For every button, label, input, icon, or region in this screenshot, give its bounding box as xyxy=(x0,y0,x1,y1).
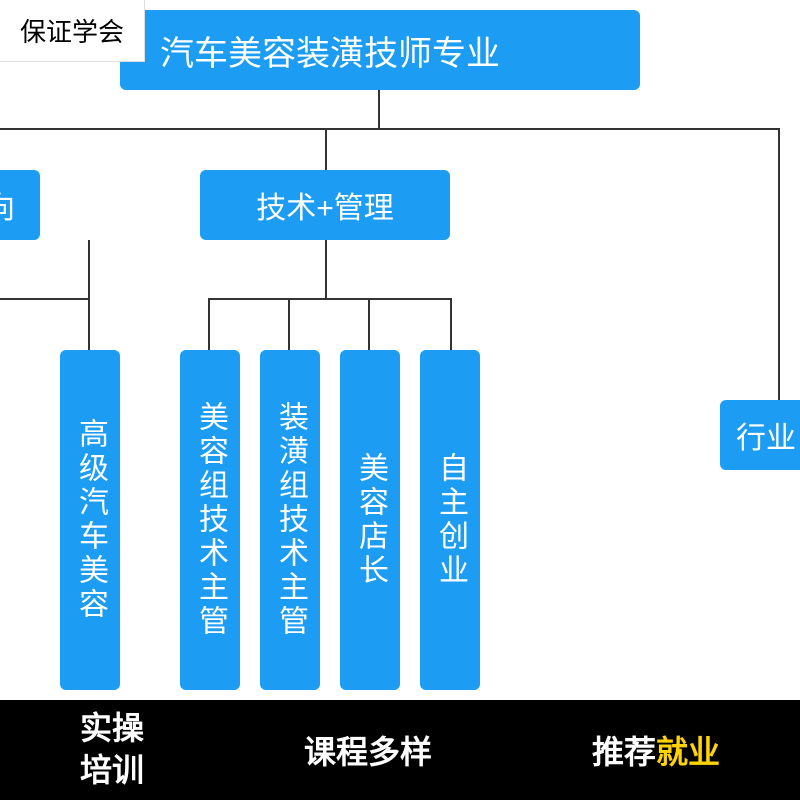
bottom-right-prefix: 推荐 xyxy=(592,734,656,770)
node-label: 美容店长 xyxy=(348,452,392,588)
node-label: 装潢组技术主管 xyxy=(268,401,312,639)
connector xyxy=(208,298,210,350)
connector xyxy=(208,298,452,300)
node-leaf-4: 自主创业 xyxy=(420,350,480,690)
bottom-left-line2: 培训 xyxy=(80,750,144,792)
bottom-right: 推荐就业 xyxy=(592,727,720,773)
bottom-left-block: 实操 培训 xyxy=(80,708,144,791)
node-leaf-3: 美容店长 xyxy=(340,350,400,690)
org-chart: 汽车美容装潢技师专业 向 技术+管理 行业 高级汽车美容 美容组技术主管 装潢组… xyxy=(0,0,800,700)
connector xyxy=(88,240,90,350)
connector xyxy=(368,298,370,350)
node-leaf-1: 美容组技术主管 xyxy=(180,350,240,690)
connector xyxy=(325,128,327,170)
node-label: 高级汽车美容 xyxy=(68,418,112,622)
node-leaf-0: 高级汽车美容 xyxy=(60,350,120,690)
connector xyxy=(0,298,90,300)
connector xyxy=(450,298,452,350)
guarantee-badge: 保证学会 xyxy=(0,0,145,62)
bottom-mid: 课程多样 xyxy=(304,727,432,773)
connector xyxy=(0,128,780,130)
node-label: 美容组技术主管 xyxy=(188,401,232,639)
node-label: 向 xyxy=(0,183,15,227)
bottom-bar: 实操 培训 课程多样 推荐就业 xyxy=(0,700,800,800)
node-leaf-2: 装潢组技术主管 xyxy=(260,350,320,690)
node-label: 行业 xyxy=(736,413,796,457)
node-mid: 技术+管理 xyxy=(200,170,450,240)
connector xyxy=(288,298,290,350)
bottom-left-line1: 实操 xyxy=(80,708,144,750)
connector xyxy=(778,128,780,400)
node-right-cut: 行业 xyxy=(720,400,800,470)
node-left-cut: 向 xyxy=(0,170,40,240)
connector xyxy=(325,240,327,300)
bottom-right-accent: 就业 xyxy=(656,734,720,770)
node-label: 技术+管理 xyxy=(256,183,394,227)
node-label: 自主创业 xyxy=(428,452,472,588)
connector xyxy=(378,90,380,130)
node-root: 汽车美容装潢技师专业 xyxy=(120,10,640,90)
node-label: 汽车美容装潢技师专业 xyxy=(160,26,500,75)
